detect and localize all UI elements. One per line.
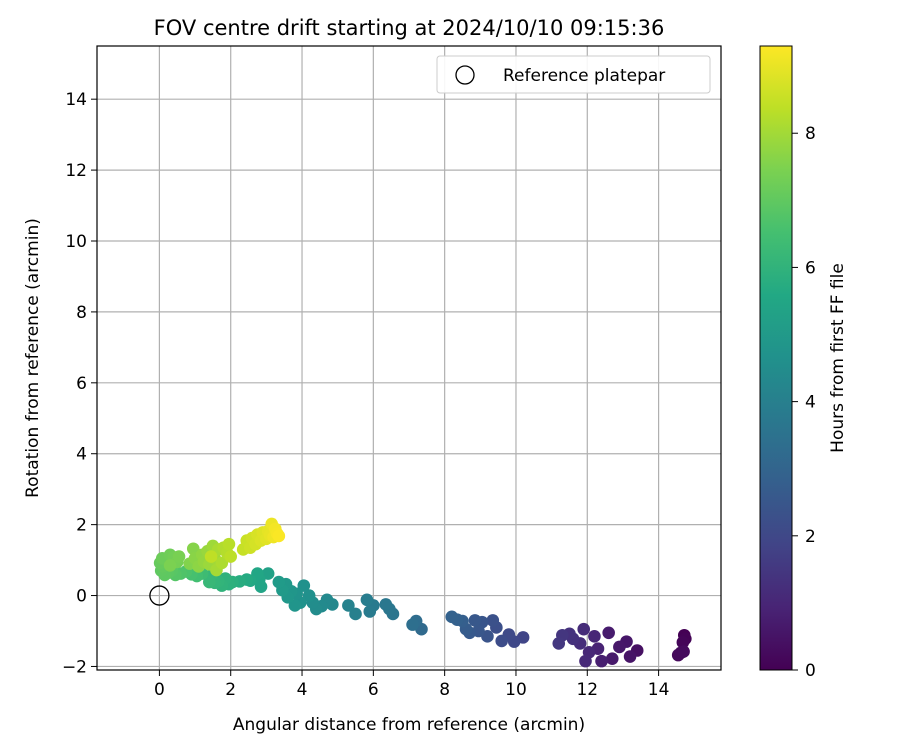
scatter-point <box>272 575 286 589</box>
x-tick-label: 4 <box>297 680 308 700</box>
scatter-point <box>602 626 615 640</box>
plot-frame <box>96 45 722 671</box>
reference-layer <box>149 585 170 606</box>
colorbar-ticks: 0 2 4 6 8 <box>792 124 816 681</box>
scatter-point <box>468 614 482 627</box>
x-tick-label: 2 <box>225 680 236 700</box>
scatter-point <box>445 610 459 624</box>
y-tick-label: 0 <box>76 587 87 607</box>
points-layer <box>153 517 692 668</box>
scatter-point <box>486 614 500 627</box>
y-tick-label: 6 <box>76 374 87 394</box>
colorbar-tick-label: 8 <box>805 124 816 144</box>
y-tick-label: 4 <box>76 445 87 465</box>
y-tick-label: 12 <box>65 161 87 181</box>
legend-box <box>436 55 711 94</box>
scatter-point <box>163 559 177 572</box>
colorbar-tick-label: 6 <box>805 258 816 278</box>
scatter-point <box>203 575 216 589</box>
scatter-point <box>204 550 218 563</box>
colorbar <box>759 45 793 671</box>
scatter-point <box>172 550 186 563</box>
scatter-point <box>552 637 566 650</box>
chart-title: FOV centre drift starting at 2024/10/10 … <box>154 16 665 40</box>
scatter-point <box>360 593 374 607</box>
scatter-point <box>186 542 200 556</box>
x-tick-label: 14 <box>648 680 670 700</box>
scatter-point <box>613 640 626 654</box>
x-axis-label: Angular distance from reference (arcmin) <box>233 715 585 735</box>
y-tick-label: 10 <box>65 232 87 252</box>
x-tick-label: 10 <box>505 680 527 700</box>
scatter-point <box>677 645 690 658</box>
scatter-point <box>379 598 393 611</box>
scatter-point <box>297 579 311 592</box>
scatter-point <box>224 550 238 563</box>
scatter-point <box>406 618 419 631</box>
y-tick-label: −2 <box>62 657 87 677</box>
legend-entry: Reference platepar <box>503 66 665 86</box>
scatter-point <box>302 589 316 602</box>
scatter-point <box>676 636 690 649</box>
y-tick-label: 2 <box>76 516 87 536</box>
scatter-point <box>579 654 592 668</box>
scatter-point <box>588 630 601 643</box>
scatter-point <box>623 650 637 663</box>
y-tick-label: 14 <box>65 90 87 110</box>
scatter-point <box>595 654 608 668</box>
x-tick-label: 0 <box>154 680 165 700</box>
scatter-point <box>342 599 355 612</box>
scatter-point <box>272 529 286 543</box>
legend: Reference platepar <box>436 55 711 94</box>
colorbar-label: Hours from first FF file <box>828 263 848 453</box>
legend-marker <box>455 65 475 85</box>
x-tick-label: 12 <box>576 680 598 700</box>
scatter-point <box>363 605 377 618</box>
scatter-point <box>288 599 302 612</box>
x-tick-label: 6 <box>368 680 379 700</box>
x-axis-ticks: 0 2 4 6 8 10 12 14 <box>154 670 669 700</box>
grid-layer <box>97 46 721 670</box>
y-axis-ticks: −2 0 2 4 6 8 10 12 14 <box>62 90 97 677</box>
colorbar-tick-label: 0 <box>805 661 816 681</box>
scatter-point <box>215 556 229 570</box>
scatter-point <box>222 537 236 551</box>
y-axis-label: Rotation from reference (arcmin) <box>23 218 43 498</box>
x-tick-label: 8 <box>439 680 450 700</box>
scatter-point <box>349 607 362 621</box>
scatter-point <box>261 567 275 580</box>
y-tick-label: 8 <box>76 303 87 323</box>
scatter-point <box>495 634 509 648</box>
scatter-point <box>577 622 591 636</box>
colorbar-tick-label: 4 <box>805 393 816 413</box>
scatter-point <box>605 652 619 665</box>
colorbar-tick-label: 2 <box>805 527 816 547</box>
reference-platepar-marker <box>149 585 170 606</box>
